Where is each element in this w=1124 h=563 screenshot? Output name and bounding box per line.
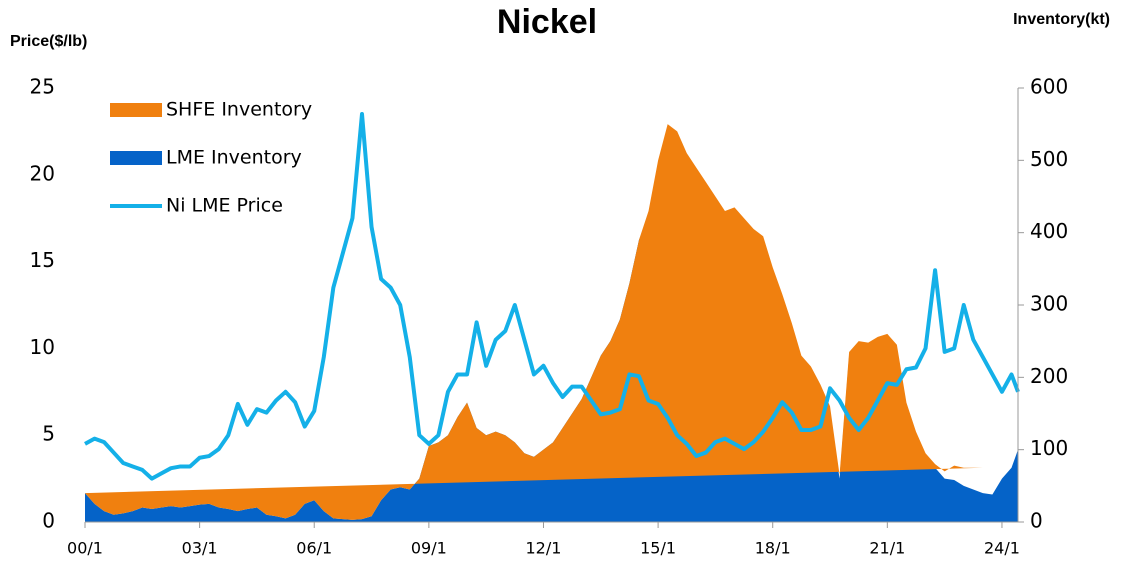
x-tick-label: 12/1 — [526, 539, 562, 558]
y-tick-label: 0 — [42, 509, 55, 533]
legend-swatch — [110, 151, 162, 165]
legend-label: Ni LME Price — [166, 195, 283, 217]
line — [84, 112, 1020, 481]
y2-tick-label: 400 — [1030, 219, 1068, 243]
x-tick-label: 09/1 — [411, 539, 447, 558]
y-tick-label: 10 — [30, 335, 55, 359]
x-tick-label: 00/1 — [67, 539, 103, 558]
x-tick-label: 06/1 — [296, 539, 332, 558]
y2-tick-label: 0 — [1030, 509, 1043, 533]
chart-title: Nickel — [497, 3, 597, 41]
y2-tick-label: 300 — [1030, 292, 1068, 316]
y2-tick-label: 200 — [1030, 364, 1068, 388]
x-tick-label: 21/1 — [869, 539, 905, 558]
y2-tick-label: 600 — [1030, 75, 1068, 99]
y-tick-label: 25 — [30, 75, 55, 99]
y-tick-label: 20 — [30, 161, 55, 185]
legend-label: SHFE Inventory — [166, 99, 312, 121]
x-tick-label: 15/1 — [640, 539, 676, 558]
y2-axis-label: Inventory(kt) — [1013, 11, 1110, 28]
x-tick-label: 18/1 — [755, 539, 791, 558]
legend-label: LME Inventory — [166, 147, 302, 169]
x-tick-label: 24/1 — [984, 539, 1020, 558]
legend-swatch — [110, 103, 162, 117]
y-tick-label: 5 — [42, 422, 55, 446]
x-tick-label: 03/1 — [182, 539, 218, 558]
area — [85, 124, 983, 520]
y-tick-label: 15 — [30, 248, 55, 272]
y2-tick-label: 500 — [1030, 147, 1068, 171]
y-axis-label: Price($/lb) — [10, 33, 87, 50]
y2-tick-label: 100 — [1030, 436, 1068, 460]
